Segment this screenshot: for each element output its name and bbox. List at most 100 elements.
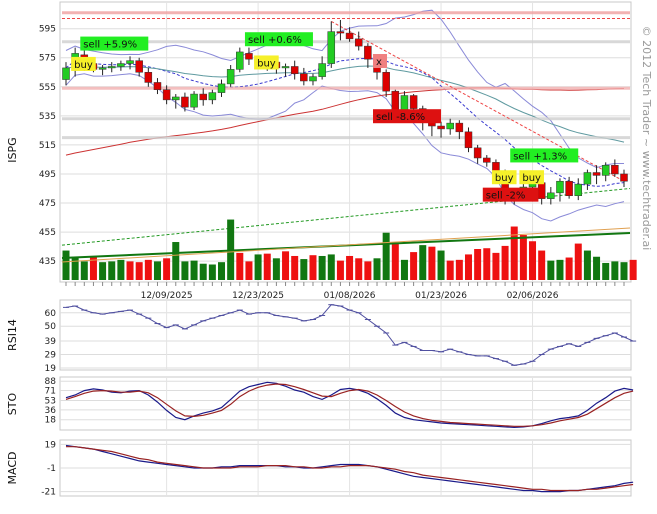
stoch-d-line <box>65 383 634 427</box>
signal-label: sell -2% <box>486 191 526 202</box>
stoch-k-line <box>65 381 634 429</box>
volume-average-line <box>61 227 631 263</box>
signal-box <box>71 56 96 71</box>
rsi-tick-label: 39 <box>45 337 57 347</box>
candle-body <box>300 73 308 82</box>
candle-body <box>208 92 217 101</box>
stoch-panel-frame <box>59 376 632 431</box>
volume-bar <box>108 261 116 280</box>
volume-bar <box>236 252 244 280</box>
candle-body <box>583 172 592 185</box>
candle-body <box>172 96 180 101</box>
candle-body <box>364 45 372 60</box>
candle-body <box>181 96 189 108</box>
candle-body <box>391 90 400 112</box>
axis-ticks: 595 575 555 535 515 495 475 455 435 60 50 39 29 19 887… <box>39 25 56 498</box>
volume-bar <box>474 249 482 280</box>
price-tick-label: 575 <box>39 54 56 64</box>
volume-bar <box>346 255 354 280</box>
rsi-axis-label: RSI14 <box>6 319 19 351</box>
candle-body <box>135 60 143 73</box>
candle-body <box>446 122 454 130</box>
bollinger-upper <box>65 9 624 169</box>
candle-body <box>354 38 363 47</box>
candle-body <box>601 164 610 176</box>
volume-bar <box>190 260 198 280</box>
candle-body <box>318 63 326 77</box>
volume-bar <box>510 226 518 280</box>
volume-bar <box>254 254 262 280</box>
volume-bar <box>400 259 408 280</box>
candle-body <box>162 89 171 101</box>
candle-body <box>309 76 317 82</box>
volume-bar <box>144 259 152 280</box>
candle-body <box>290 66 299 74</box>
volume-bar <box>300 259 308 280</box>
volume-bar <box>446 260 454 280</box>
signal-label: sell -8.6% <box>376 112 425 123</box>
candle-body <box>400 95 409 112</box>
volume-bar <box>89 255 97 280</box>
volume-bar <box>291 255 299 280</box>
date-label: 02/06/2026 <box>507 291 559 301</box>
price-tick-label: 475 <box>39 199 56 209</box>
candle-body <box>565 180 573 196</box>
candle-body <box>620 173 628 182</box>
signal-box <box>373 54 388 69</box>
candle-body <box>556 180 564 194</box>
volume-bar <box>602 262 610 280</box>
volume-bar <box>373 258 381 280</box>
candle-body <box>62 67 70 80</box>
candle-body <box>473 147 482 159</box>
date-label: 12/23/2025 <box>232 291 284 301</box>
candle-body <box>117 63 125 67</box>
volume-bar <box>583 250 591 280</box>
rsi-tick-label: 50 <box>45 322 57 332</box>
volume-bar <box>437 250 445 280</box>
candle-body <box>190 93 198 108</box>
macd-tick-label: 19 <box>45 440 57 450</box>
volume-bar <box>336 260 344 280</box>
candle-body <box>574 183 583 196</box>
volume-bar <box>382 232 390 280</box>
macd-axis-label: MACD <box>6 452 19 485</box>
volume-bar <box>153 261 161 280</box>
volume-bar <box>245 261 253 280</box>
volume-bar <box>208 264 216 280</box>
trend-lines <box>61 11 631 246</box>
macd-lines <box>65 444 634 493</box>
stoch-tick-label: 53 <box>45 396 56 406</box>
signal-label: buy <box>74 60 93 71</box>
candle-body <box>592 172 601 176</box>
price-tick-label: 595 <box>39 25 56 35</box>
volume-bar <box>519 235 527 280</box>
volume-bar <box>71 256 79 280</box>
volume-bar <box>318 255 326 280</box>
stoch-tick-label: 71 <box>45 387 56 397</box>
price-tick-label: 435 <box>39 257 56 267</box>
price-tick-label: 535 <box>39 112 56 122</box>
signal-box <box>482 187 539 202</box>
rsi-tick-label: 29 <box>45 351 57 361</box>
volume-bar <box>309 255 317 280</box>
signal-label: buy <box>495 173 514 184</box>
rsi-line <box>63 304 637 366</box>
candle-body <box>437 125 445 130</box>
volume-bar <box>464 254 472 280</box>
date-labels: 12/09/2025 12/23/2025 01/08/2026 01/23/2026… <box>141 291 559 301</box>
volume-bar <box>501 245 509 280</box>
candle-body <box>547 192 555 199</box>
candle-body <box>611 164 619 175</box>
signal-box <box>519 170 544 185</box>
macd-signal-line <box>66 446 634 492</box>
price-tick-label: 555 <box>39 83 56 93</box>
price-panel-frame <box>59 1 632 283</box>
stoch-tick-label: 36 <box>45 406 57 416</box>
candle-body <box>483 157 491 163</box>
volume-bar <box>556 259 564 280</box>
volume-bar <box>117 259 125 280</box>
date-label: 01/08/2026 <box>324 291 376 301</box>
volume-bar <box>574 243 582 280</box>
volume-bar <box>199 263 207 280</box>
